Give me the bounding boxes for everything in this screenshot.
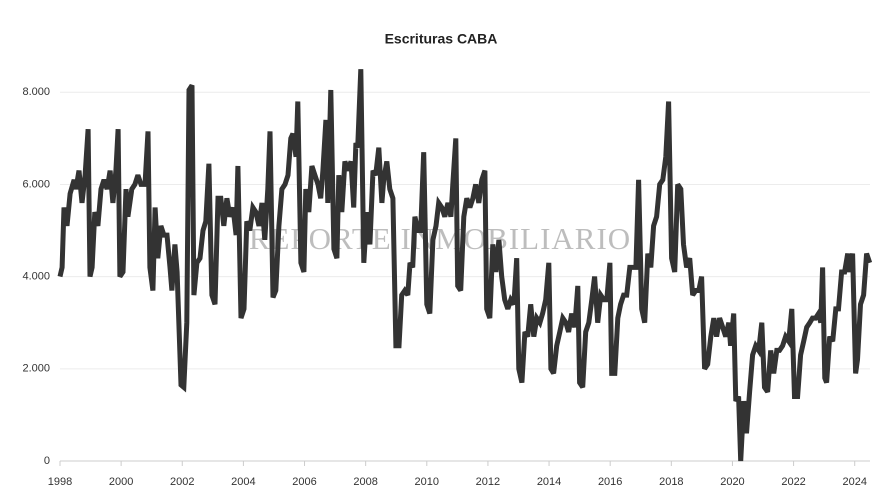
- watermark: REPORTE INMOBILIARIO: [249, 221, 631, 256]
- y-tick-label: 2.000: [22, 363, 50, 375]
- x-tick-label: 2014: [537, 476, 561, 488]
- x-tick-label: 2018: [659, 476, 683, 488]
- chart-title: Escrituras CABA: [385, 31, 498, 47]
- x-tick-label: 2000: [109, 476, 133, 488]
- x-tick-label: 2024: [842, 476, 866, 488]
- x-tick-label: 2008: [353, 476, 377, 488]
- x-tick-label: 2022: [781, 476, 805, 488]
- x-tick-label: 2006: [292, 476, 316, 488]
- y-tick-label: 8.000: [22, 86, 50, 98]
- x-tick-label: 2016: [598, 476, 622, 488]
- x-tick-label: 2012: [476, 476, 500, 488]
- x-tick-label: 2010: [415, 476, 439, 488]
- y-tick-label: 4.000: [22, 271, 50, 283]
- y-tick-label: 0: [44, 455, 50, 467]
- x-tick-label: 1998: [48, 476, 72, 488]
- y-tick-label: 6.000: [22, 178, 50, 190]
- data-line: [57, 69, 873, 462]
- x-tick-label: 2020: [720, 476, 744, 488]
- x-tick-label: 2002: [170, 476, 194, 488]
- x-tick-label: 2004: [231, 476, 255, 488]
